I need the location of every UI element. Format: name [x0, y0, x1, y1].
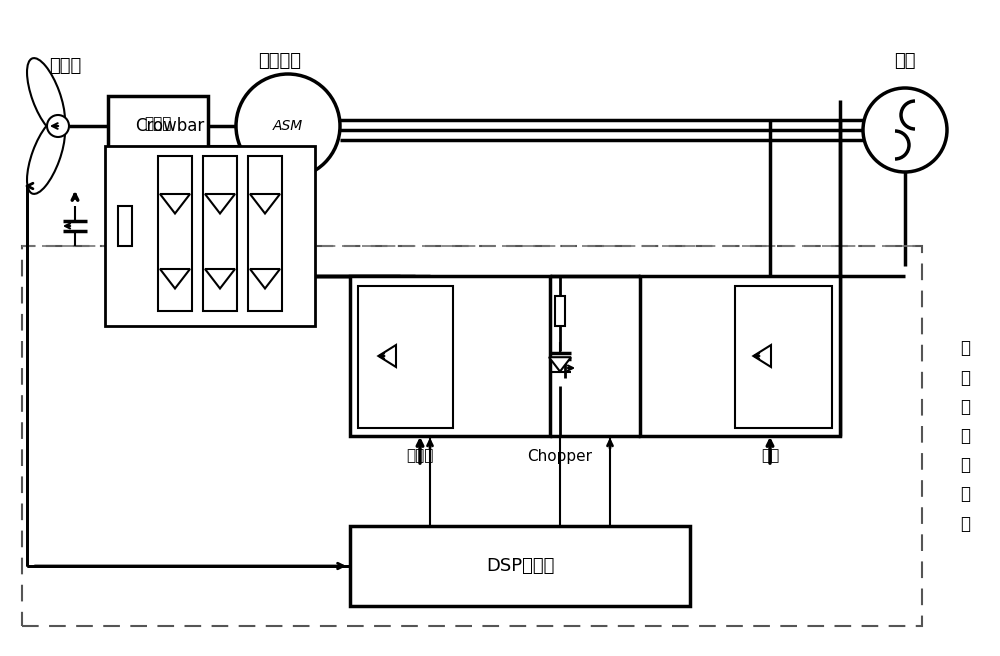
Text: 双
馈
风
电
变
流
器: 双 馈 风 电 变 流 器: [960, 339, 970, 533]
Text: 网侧: 网侧: [761, 449, 779, 464]
Bar: [640, 276, 840, 436]
Bar: [108, 96, 208, 151]
Bar: [248, 156, 282, 311]
Circle shape: [236, 74, 340, 178]
Bar: [350, 526, 690, 606]
Text: 齿轮箱: 齿轮箱: [144, 116, 172, 131]
Bar: [118, 206, 132, 246]
Bar: [158, 156, 192, 311]
Bar: [105, 146, 315, 326]
Polygon shape: [205, 194, 235, 213]
Polygon shape: [250, 194, 280, 213]
Bar: [203, 156, 237, 311]
Circle shape: [863, 88, 947, 172]
Bar: [358, 286, 453, 428]
Bar: [555, 296, 565, 326]
Text: 风力机: 风力机: [49, 57, 81, 75]
Polygon shape: [205, 269, 235, 289]
Text: 电网: 电网: [894, 52, 916, 70]
Text: Chopper: Chopper: [528, 449, 592, 464]
Text: ASM: ASM: [273, 119, 303, 133]
Text: DSP控制器: DSP控制器: [486, 557, 554, 575]
Polygon shape: [160, 194, 190, 213]
Bar: [22, 246, 922, 626]
Polygon shape: [378, 345, 396, 367]
Bar: [350, 276, 550, 436]
Ellipse shape: [27, 118, 65, 194]
Text: 转子侧: 转子侧: [406, 449, 434, 464]
Ellipse shape: [27, 58, 65, 134]
Text: Crowbar: Crowbar: [135, 117, 205, 135]
Polygon shape: [160, 269, 190, 289]
Polygon shape: [549, 358, 571, 371]
Bar: [735, 286, 832, 428]
Polygon shape: [753, 345, 771, 367]
Text: 双馈电机: 双馈电机: [258, 52, 302, 70]
Circle shape: [47, 115, 69, 137]
Polygon shape: [250, 269, 280, 289]
